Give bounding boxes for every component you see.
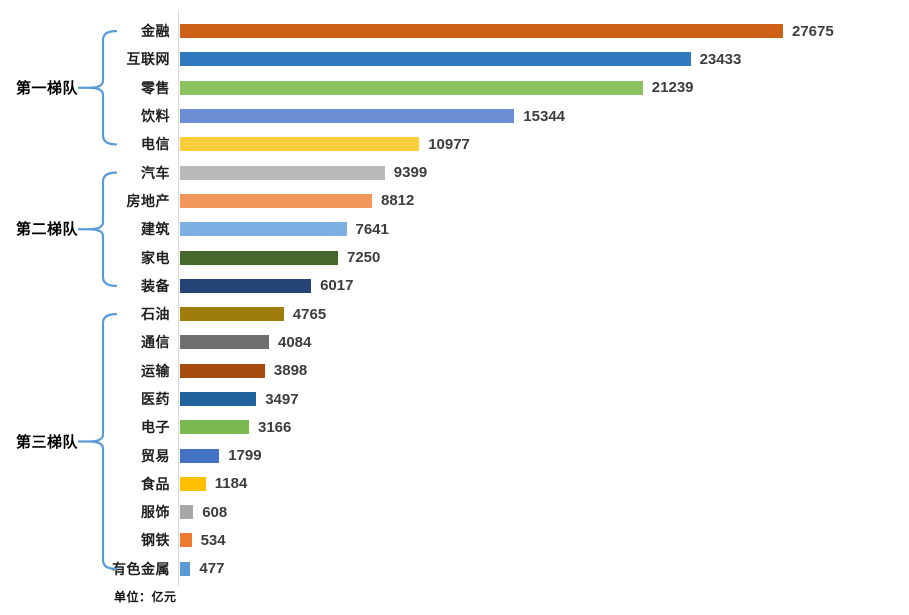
- bar-row: 金融 27675: [0, 17, 909, 45]
- bar-row: 零售 21239: [0, 74, 909, 102]
- category-label: 医药: [141, 391, 170, 407]
- bar: [180, 52, 691, 67]
- value-label: 534: [200, 531, 226, 549]
- value-label: 4084: [278, 333, 312, 351]
- value-label: 9399: [393, 164, 428, 182]
- category-label: 饮料: [141, 108, 170, 125]
- value-label: 608: [202, 503, 228, 521]
- bar: [180, 137, 420, 152]
- bar-row: 房地产 8812: [0, 187, 909, 215]
- category-label: 互联网: [126, 51, 170, 68]
- bar-row: 食品 1184: [0, 470, 909, 498]
- value-label: 4765: [292, 305, 327, 323]
- bar: [180, 363, 265, 378]
- category-label: 零售: [141, 79, 170, 96]
- bar-row: 建筑 7641: [0, 215, 909, 243]
- bar-row: 有色金属 477: [0, 555, 909, 583]
- bar-row: 石油 4765: [0, 300, 909, 328]
- bar-rows: 金融 27675 互联网 23433 零售 21239 饮料 15344 电信 10977 汽车 93…: [0, 17, 909, 583]
- category-label: 装备: [141, 277, 170, 294]
- bar: [180, 278, 312, 293]
- category-label: 电信: [141, 136, 170, 153]
- category-label: 建筑: [141, 221, 170, 238]
- bar-row: 运输 3898: [0, 357, 909, 385]
- bar-row: 互联网 23433: [0, 45, 909, 73]
- category-label: 服饰: [141, 504, 170, 521]
- category-label: 通信: [141, 334, 170, 351]
- value-label: 6017: [320, 277, 354, 295]
- category-label: 食品: [141, 475, 170, 492]
- bar: [180, 476, 206, 491]
- bar: [180, 505, 194, 520]
- category-label: 电子: [141, 419, 170, 436]
- bar-row: 家电 7250: [0, 243, 909, 271]
- bar-row: 装备 6017: [0, 272, 909, 300]
- bar: [180, 165, 385, 180]
- bar: [180, 448, 220, 463]
- value-label: 3166: [258, 418, 292, 436]
- bar: [180, 80, 643, 95]
- bar: [180, 561, 191, 576]
- tier-label: 第三梯队: [15, 433, 78, 451]
- value-label: 7641: [355, 220, 389, 238]
- value-label: 3898: [273, 362, 308, 380]
- value-label: 1799: [228, 447, 262, 465]
- category-label: 有色金属: [112, 560, 170, 577]
- unit-note: 单位：亿元: [114, 590, 177, 604]
- category-label: 金融: [141, 23, 170, 40]
- bar-row: 钢铁 534: [0, 526, 909, 554]
- bar: [180, 250, 338, 265]
- category-label: 家电: [141, 249, 170, 266]
- value-label: 15344: [523, 107, 566, 125]
- bar-row: 服饰 608: [0, 498, 909, 526]
- tier-label: 第二梯队: [15, 221, 78, 239]
- bar-row: 医药 3497: [0, 385, 909, 413]
- category-label: 房地产: [126, 192, 170, 209]
- tier-label: 第一梯队: [15, 79, 78, 97]
- bar: [180, 392, 257, 406]
- value-label: 27675: [792, 22, 834, 40]
- value-label: 3497: [265, 390, 299, 408]
- bar: [180, 420, 249, 435]
- bar-row: 贸易 1799: [0, 441, 909, 469]
- bar: [180, 335, 269, 350]
- bar: [180, 24, 783, 39]
- bar-row: 电子 3166: [0, 413, 909, 441]
- bar-row: 汽车 9399: [0, 158, 909, 186]
- bar-row: 电信 10977: [0, 130, 909, 158]
- value-label: 10977: [428, 135, 470, 153]
- bar-row: 通信 4084: [0, 328, 909, 356]
- category-label: 汽车: [141, 164, 170, 181]
- value-label: 7250: [347, 249, 381, 267]
- bar: [180, 193, 372, 208]
- bar: [180, 533, 192, 548]
- value-label: 477: [199, 560, 225, 578]
- axis-line: [178, 10, 179, 586]
- category-label: 运输: [141, 362, 170, 379]
- bar: [180, 307, 284, 322]
- value-label: 1184: [214, 475, 248, 493]
- bar: [180, 109, 515, 124]
- category-label: 石油: [141, 306, 170, 323]
- value-label: 21239: [651, 79, 694, 97]
- category-label: 钢铁: [141, 532, 170, 549]
- value-label: 8812: [381, 192, 415, 210]
- category-label: 贸易: [141, 447, 170, 464]
- bar: [180, 222, 347, 237]
- value-label: 23433: [699, 50, 742, 68]
- bar-row: 饮料 15344: [0, 102, 909, 130]
